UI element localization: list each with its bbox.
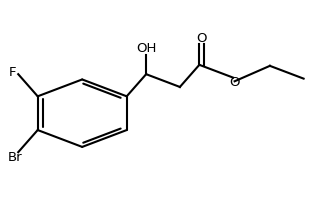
Text: O: O — [197, 32, 207, 45]
Text: OH: OH — [136, 42, 156, 55]
Text: F: F — [9, 66, 16, 79]
Text: Br: Br — [8, 151, 23, 164]
Text: O: O — [230, 76, 240, 89]
